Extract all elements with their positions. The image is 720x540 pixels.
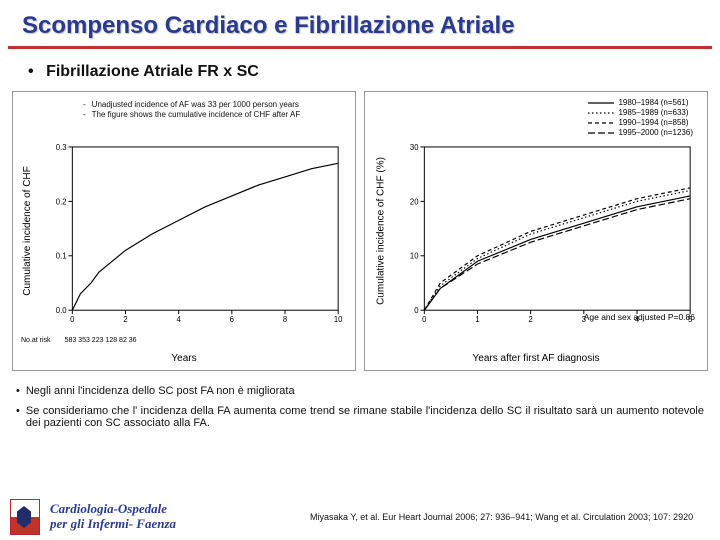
chart-right-xlabel: Years after first AF diagnosis [365, 353, 707, 364]
svg-text:0.0: 0.0 [56, 306, 67, 315]
svg-text:0.1: 0.1 [56, 252, 67, 261]
svg-text:6: 6 [230, 315, 234, 324]
svg-text:1: 1 [475, 315, 479, 324]
svg-text:0.3: 0.3 [56, 143, 67, 152]
no-at-risk: No.at risk 583 353 223 128 82 36 [21, 337, 137, 344]
charts-area: -Unadjusted incidence of AF was 33 per 1… [0, 91, 720, 371]
p-value-text: Age and sex adjusted P=0.86 [584, 312, 695, 322]
dept-name: Cardiologia-Ospedale per gli Infermi- Fa… [50, 502, 270, 532]
footer: Cardiologia-Ospedale per gli Infermi- Fa… [0, 494, 720, 540]
subtitle-text: Fibrillazione Atriale FR x SC [46, 63, 259, 80]
chart-right: 1980–1984 (n=561)1985–1989 (n=633)1990–1… [364, 91, 708, 371]
legend-item: 1985–1989 (n=633) [588, 108, 693, 117]
svg-text:2: 2 [123, 315, 127, 324]
bullet-text: Negli anni l'incidenza dello SC post FA … [26, 385, 295, 397]
svg-text:2: 2 [529, 315, 533, 324]
legend-item: 1980–1984 (n=561) [588, 98, 693, 107]
svg-text:10: 10 [334, 315, 343, 324]
chart-left-xlabel: Years [13, 353, 355, 364]
no-at-risk-label: No.at risk [21, 337, 51, 344]
chart-left-ylabel: Cumulative incidence of CHF [22, 166, 33, 296]
bullet-dot: • [28, 63, 34, 80]
chart-left: -Unadjusted incidence of AF was 33 per 1… [12, 91, 356, 371]
note-line: Unadjusted incidence of AF was 33 per 10… [92, 100, 299, 109]
footer-logo [10, 499, 40, 535]
dept-line: Cardiologia-Ospedale [50, 502, 270, 517]
svg-text:0.2: 0.2 [56, 197, 67, 206]
legend-item: 1990–1994 (n=858) [588, 118, 693, 127]
subtitle: • Fibrillazione Atriale FR x SC [0, 63, 720, 81]
chart-right-plot: 0123450102030 [405, 142, 695, 330]
note-line: The figure shows the cumulative incidenc… [92, 110, 301, 119]
svg-text:20: 20 [410, 197, 419, 206]
chart-left-notes: -Unadjusted incidence of AF was 33 per 1… [83, 100, 300, 121]
chart-right-ylabel: Cumulative incidence of CHF (%) [375, 157, 386, 305]
chart-left-plot: 0 2 4 6 8 10 0.0 0.1 0.2 0.3 [53, 142, 343, 330]
svg-text:30: 30 [410, 143, 419, 152]
citation: Miyasaka Y, et al. Eur Heart Journal 200… [270, 512, 710, 522]
svg-text:0: 0 [422, 315, 427, 324]
dept-line: per gli Infermi- Faenza [50, 517, 270, 532]
page-title: Scompenso Cardiaco e Fibrillazione Atria… [0, 0, 720, 46]
svg-text:10: 10 [410, 252, 419, 261]
svg-text:0: 0 [70, 315, 75, 324]
svg-text:4: 4 [177, 315, 182, 324]
chart-right-legend: 1980–1984 (n=561)1985–1989 (n=633)1990–1… [588, 98, 693, 138]
conclusion-bullets: •Negli anni l'incidenza dello SC post FA… [0, 371, 720, 429]
svg-text:0: 0 [414, 306, 419, 315]
svg-text:8: 8 [283, 315, 287, 324]
bullet-text: Se consideriamo che l' incidenza della F… [26, 405, 704, 429]
title-rule [8, 46, 712, 49]
legend-item: 1995–2000 (n=1236) [588, 128, 693, 137]
